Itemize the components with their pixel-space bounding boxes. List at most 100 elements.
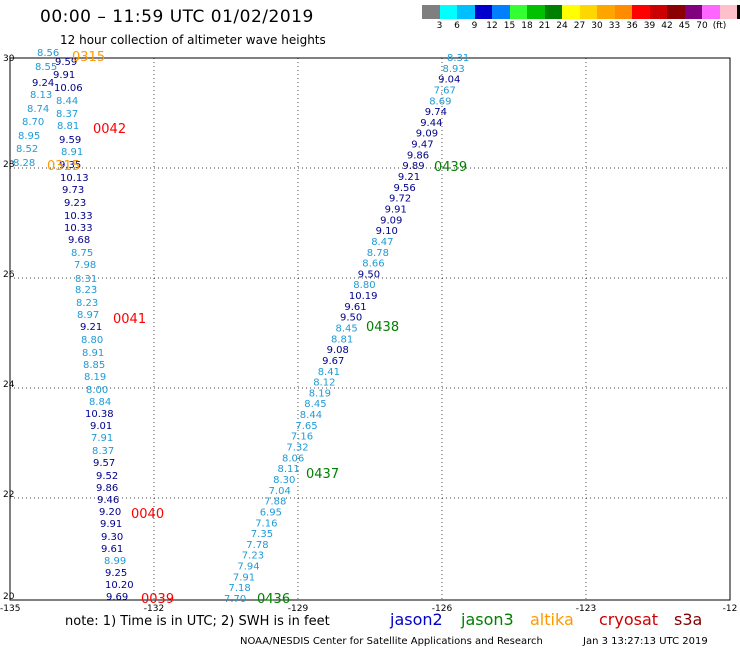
wave-height-value: 10.06 — [54, 83, 83, 94]
wave-height-value: 9.24 — [32, 78, 54, 89]
wave-height-value: 9.69 — [106, 592, 128, 603]
color-scale-label: 3 — [436, 21, 443, 31]
wave-height-value: 9.73 — [62, 185, 84, 196]
color-scale-label: 30 — [591, 21, 603, 31]
color-scale-swatch — [579, 5, 597, 19]
color-scale-label: 21 — [538, 21, 551, 31]
legend-entry: jason3 — [461, 610, 514, 629]
generated-timestamp: Jan 3 13:27:13 UTC 2019 — [583, 636, 708, 647]
wave-height-value: 9.25 — [105, 568, 127, 579]
wave-height-value: 7.91 — [233, 572, 255, 583]
longitude-tick-label: -135 — [0, 604, 20, 614]
wave-height-value: 8.45 — [304, 399, 326, 410]
wave-height-value: 9.86 — [96, 483, 118, 494]
color-scale-label: 70 — [696, 21, 708, 31]
wave-height-value: 8.41 — [318, 367, 340, 378]
wave-height-value: 8.37 — [92, 446, 114, 457]
color-scale-swatch — [649, 5, 667, 19]
wave-height-value: 7.98 — [74, 260, 96, 271]
longitude-tick-label: -12 — [723, 604, 738, 614]
wave-height-value: 8.93 — [443, 64, 465, 75]
color-scale-swatch — [667, 5, 685, 19]
wave-height-value: 9.67 — [322, 356, 344, 367]
wave-height-value: 9.56 — [394, 183, 416, 194]
color-scale-label: 18 — [521, 21, 533, 31]
wave-height-value: 8.00 — [86, 385, 108, 396]
wave-height-value: 9.10 — [376, 226, 398, 237]
wave-height-value: 8.19 — [309, 388, 331, 399]
wave-height-value: 8.47 — [371, 237, 393, 248]
color-scale-label: 27 — [573, 21, 586, 31]
wave-height-value: 10.33 — [64, 211, 93, 222]
wave-height-value: 7.67 — [434, 86, 456, 97]
color-scale-label: 6 — [454, 21, 460, 31]
color-scale-label: 12 — [486, 21, 498, 31]
wave-height-value: 9.04 — [438, 75, 460, 86]
wave-height-value: 8.44 — [56, 96, 78, 107]
wave-height-value: 8.45 — [336, 324, 358, 335]
pass-time-label: 0439 — [434, 160, 467, 175]
wave-height-value: 8.44 — [300, 410, 322, 421]
pass-time-label: 0041 — [113, 312, 146, 327]
map-frame — [9, 57, 731, 601]
wave-height-value: 10.20 — [105, 580, 134, 591]
color-scale-swatch — [562, 5, 580, 19]
wave-height-value: 8.66 — [362, 259, 384, 270]
latitude-tick-label: 28 — [3, 160, 15, 170]
longitude-tick-label: -129 — [288, 604, 309, 614]
wave-height-value: 8.75 — [71, 248, 93, 259]
pass-time-label: 0040 — [131, 507, 164, 522]
wave-height-value: 9.01 — [90, 421, 112, 432]
latitude-tick-label: 26 — [3, 270, 15, 280]
legend-entry: cryosat — [599, 610, 659, 629]
legend-entry: s3a — [674, 610, 703, 629]
wave-height-value: 9.72 — [389, 194, 411, 205]
wave-height-value: 9.35 — [59, 160, 81, 171]
wave-height-value: 7.78 — [246, 540, 268, 551]
wave-height-tracks: 8.569.598.559.919.24 10.068.138.448.74 8.3… — [13, 48, 469, 605]
longitude-tick-label: -123 — [576, 604, 596, 614]
wave-height-value: 9.50 — [358, 269, 380, 280]
pass-time-label: 0042 — [93, 122, 126, 137]
wave-height-value: 8.55 — [35, 62, 57, 73]
wave-height-value: 9.59 — [59, 135, 81, 146]
wave-height-value: 8.80 — [81, 335, 103, 346]
wave-height-value: 9.21 — [80, 322, 102, 333]
longitude-tick-label: -126 — [432, 604, 453, 614]
legend-entry: altika — [530, 610, 574, 629]
longitude-tick-labels: -135 -132 -129 -126 -123 -12 — [0, 604, 737, 614]
color-scale-swatch — [422, 5, 440, 19]
wave-height-value: 6.95 — [260, 507, 282, 518]
color-scale-label: 36 — [626, 21, 638, 31]
wave-height-value: 9.59 — [55, 57, 77, 68]
latitude-tick-label: 22 — [3, 490, 14, 500]
wave-height-value: 8.28 — [13, 158, 35, 169]
color-scale-swatch — [527, 5, 545, 19]
pass-time-labels: 0315 0042 0315 0041 0040 0039 0439 0438 0437 0436 — [47, 50, 467, 607]
map-title: 00:00 – 11:59 UTC 01/02/2019 — [40, 7, 314, 27]
color-scale-swatch — [474, 5, 492, 19]
wave-height-value: 9.30 — [101, 532, 123, 543]
legend-entry: jason2 — [390, 610, 443, 629]
wave-height-value: 8.99 — [104, 556, 126, 567]
color-scale-label: (ft) — [712, 21, 727, 31]
wave-height-value: 8.56 — [37, 48, 59, 59]
wave-height-value: 9.50 — [340, 313, 362, 324]
wave-height-value: 7.35 — [251, 529, 273, 540]
wave-height-value: 9.20 — [99, 507, 121, 518]
wave-height-value: 8.11 — [278, 464, 300, 475]
wave-height-value: 7.88 — [264, 497, 286, 508]
color-scale-swatch — [614, 5, 632, 19]
map-subtitle: 12 hour collection of altimeter wave hei… — [60, 33, 326, 47]
wave-height-value: 9.09 — [416, 129, 438, 140]
color-scale-label: 42 — [661, 21, 673, 31]
latitude-tick-label: 20 — [3, 592, 15, 602]
wave-height-value: 9.61 — [101, 544, 123, 555]
wave-height-value: 10.33 — [64, 223, 93, 234]
wave-height-value: 8.91 — [82, 348, 104, 359]
wave-height-value: 8.37 — [56, 109, 78, 120]
wave-height-value: 9.89 — [402, 161, 424, 172]
color-scale-swatch — [492, 5, 510, 19]
color-scale-swatch — [719, 5, 737, 19]
pass-time-label: 0315 — [72, 50, 105, 65]
